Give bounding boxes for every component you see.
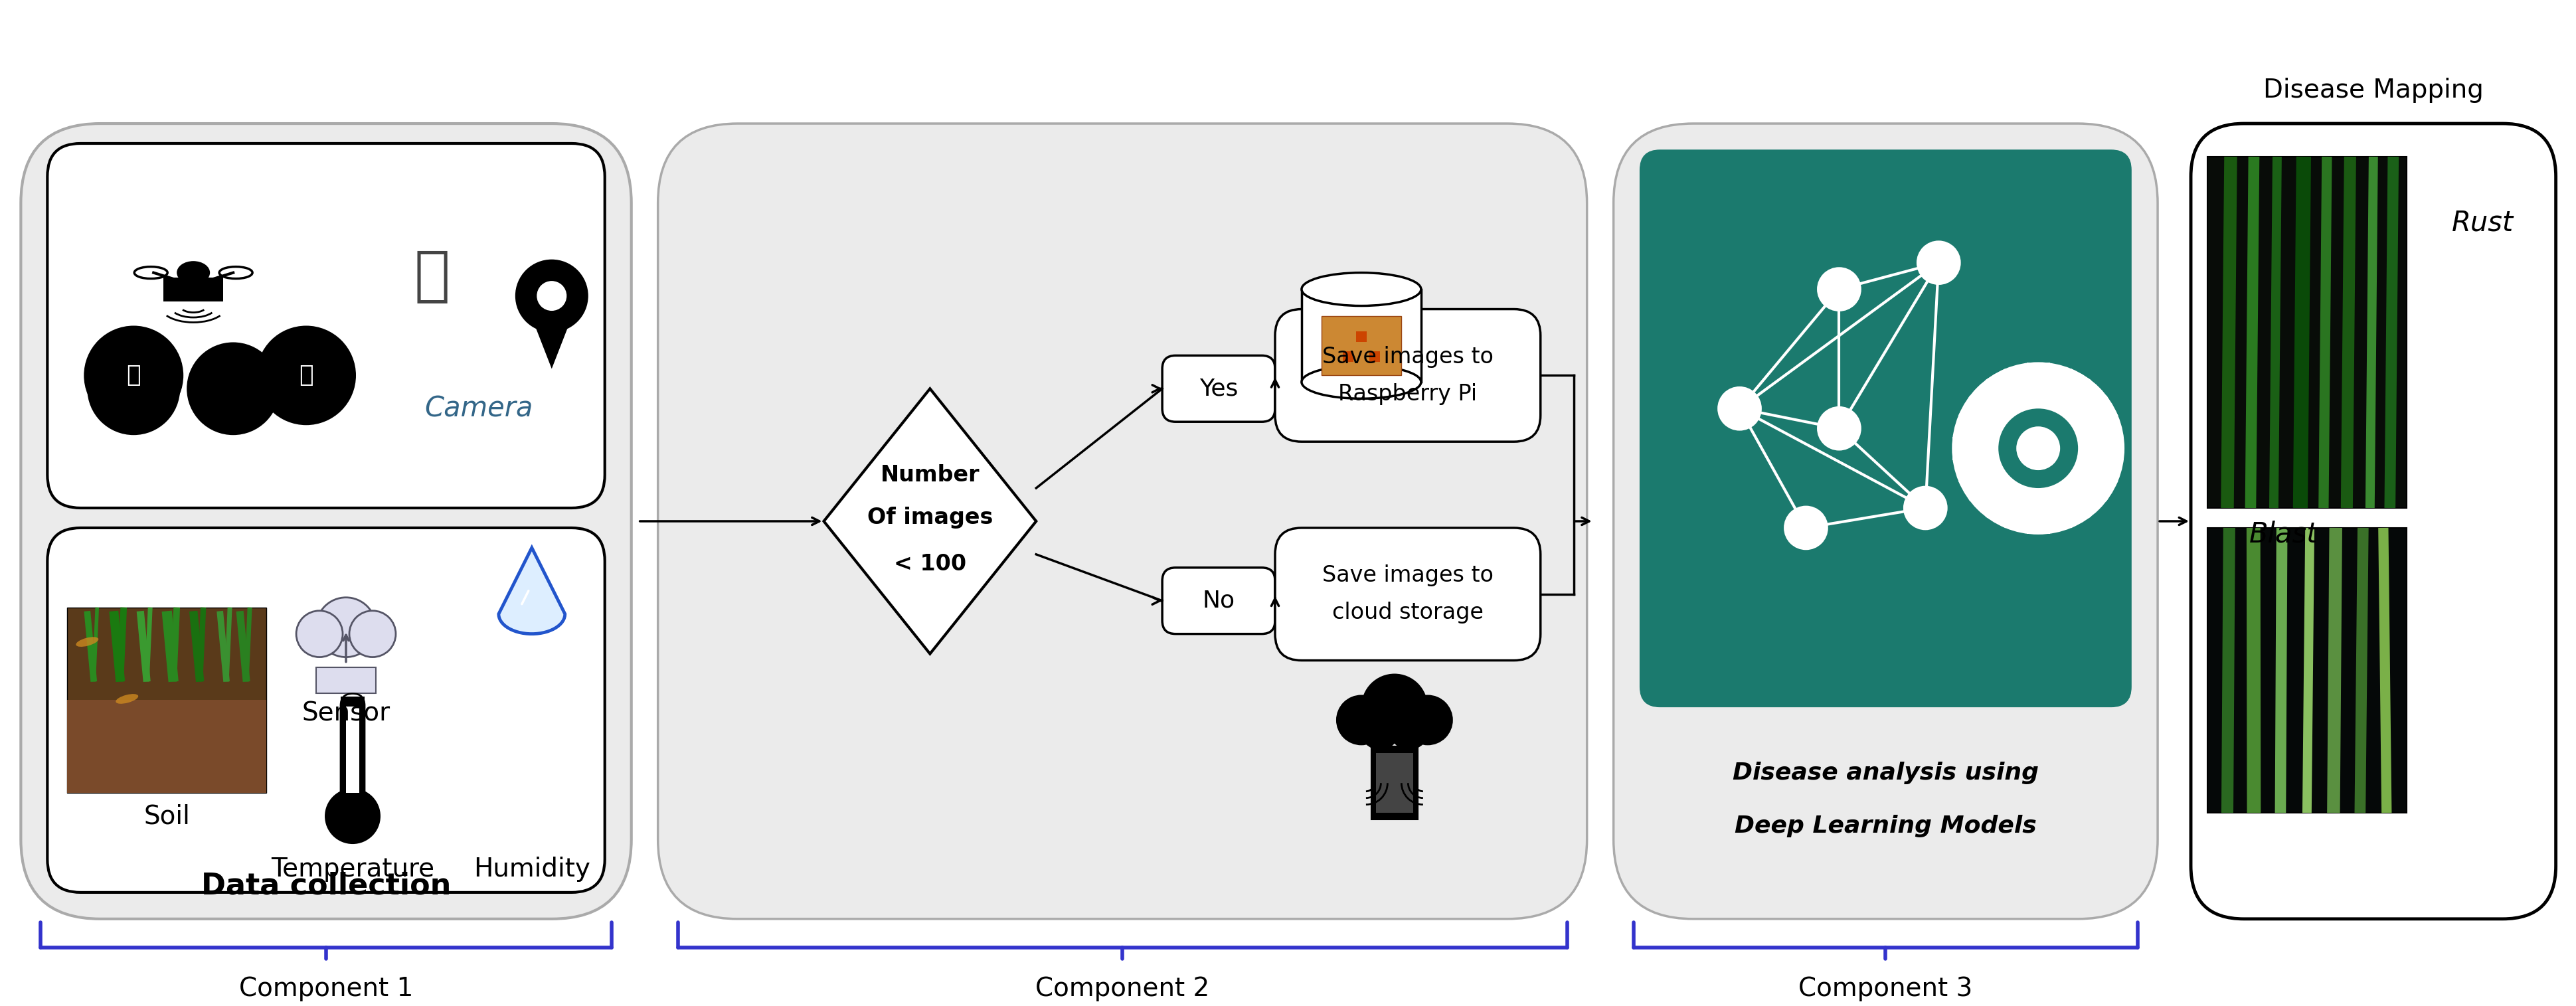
Ellipse shape	[1301, 273, 1422, 306]
Bar	[2056, 368, 2092, 405]
Text: Save images to: Save images to	[1321, 346, 1494, 368]
Bar	[67, 608, 265, 793]
Text: Component 2: Component 2	[1036, 976, 1211, 1001]
Ellipse shape	[178, 262, 211, 285]
Circle shape	[1388, 710, 1430, 749]
Bar	[1360, 726, 1427, 743]
Text: Of images: Of images	[868, 507, 992, 529]
Text: Disease Mapping: Disease Mapping	[2264, 77, 2483, 103]
Bar	[2094, 437, 2123, 460]
Circle shape	[185, 342, 281, 435]
Polygon shape	[824, 388, 1036, 654]
Text: Number: Number	[881, 464, 979, 486]
Bar	[1986, 368, 2020, 405]
Bar	[1958, 466, 1996, 501]
Ellipse shape	[536, 281, 567, 311]
Bar	[1355, 332, 1368, 342]
Bar	[2056, 491, 2092, 528]
Circle shape	[325, 789, 381, 844]
Circle shape	[88, 342, 180, 435]
Ellipse shape	[75, 637, 98, 647]
Bar	[1958, 395, 1996, 431]
FancyBboxPatch shape	[1275, 528, 1540, 660]
Text: 🐛: 🐛	[299, 364, 314, 386]
Circle shape	[317, 598, 376, 657]
Polygon shape	[500, 547, 564, 634]
Circle shape	[1360, 674, 1427, 740]
Bar	[2208, 528, 2406, 813]
Circle shape	[258, 326, 355, 426]
Text: Component 3: Component 3	[1798, 976, 1973, 1001]
Bar	[162, 278, 224, 301]
Text: Soil: Soil	[144, 804, 191, 829]
Text: ✿: ✿	[211, 366, 229, 385]
FancyBboxPatch shape	[1641, 150, 2130, 707]
FancyBboxPatch shape	[46, 144, 605, 508]
Text: Component 1: Component 1	[240, 976, 412, 1001]
Text: Camera: Camera	[425, 394, 533, 423]
Circle shape	[1917, 241, 1960, 284]
Text: Save images to: Save images to	[1321, 564, 1494, 586]
Circle shape	[2017, 427, 2061, 470]
FancyBboxPatch shape	[1162, 567, 1275, 634]
FancyBboxPatch shape	[1275, 309, 1540, 442]
FancyBboxPatch shape	[21, 124, 631, 918]
Bar	[1376, 753, 1414, 813]
FancyBboxPatch shape	[1613, 124, 2159, 918]
Bar	[2081, 395, 2117, 431]
Circle shape	[1953, 362, 2125, 534]
FancyBboxPatch shape	[2190, 124, 2555, 918]
Circle shape	[1819, 407, 1860, 450]
FancyBboxPatch shape	[46, 528, 605, 892]
Circle shape	[1360, 710, 1399, 749]
Text: Temperature: Temperature	[270, 856, 435, 882]
Bar	[1953, 437, 1984, 460]
Text: 📷: 📷	[415, 246, 451, 305]
Text: Rust: Rust	[2452, 209, 2514, 236]
Text: Humidity: Humidity	[474, 856, 590, 882]
Bar	[345, 707, 358, 793]
Bar	[1370, 746, 1417, 820]
Circle shape	[1718, 387, 1762, 430]
Circle shape	[85, 326, 183, 426]
Circle shape	[350, 611, 397, 657]
Bar	[317, 667, 376, 693]
Circle shape	[296, 611, 343, 657]
Circle shape	[1785, 507, 1826, 549]
FancyBboxPatch shape	[1162, 355, 1275, 422]
FancyBboxPatch shape	[657, 124, 1587, 918]
Bar	[2027, 363, 2050, 392]
Circle shape	[1337, 695, 1386, 745]
Text: No: No	[1203, 590, 1234, 612]
Ellipse shape	[1301, 365, 1422, 398]
Text: Blast: Blast	[2249, 520, 2318, 548]
Circle shape	[1819, 268, 1860, 311]
Bar	[1321, 316, 1401, 375]
Bar	[1301, 290, 1422, 382]
Text: < 100: < 100	[894, 553, 966, 575]
Ellipse shape	[116, 694, 139, 704]
Circle shape	[1904, 487, 1947, 529]
Polygon shape	[528, 309, 574, 369]
Text: Deep Learning Models: Deep Learning Models	[1734, 815, 2038, 837]
Bar	[2027, 504, 2050, 534]
Text: Yes: Yes	[1200, 377, 1239, 400]
Circle shape	[1999, 408, 2079, 488]
Text: Raspberry Pi: Raspberry Pi	[1340, 383, 1476, 405]
Bar	[1370, 351, 1381, 362]
Bar	[1342, 351, 1352, 362]
Circle shape	[1401, 695, 1453, 745]
Text: Sensor: Sensor	[301, 701, 389, 726]
Bar	[67, 700, 265, 793]
Text: cloud storage: cloud storage	[1332, 602, 1484, 624]
Bar	[1986, 491, 2020, 528]
Ellipse shape	[515, 260, 587, 332]
Text: Data collection: Data collection	[201, 871, 451, 900]
Bar	[2208, 157, 2406, 508]
Text: 🌾: 🌾	[126, 364, 142, 386]
Text: Disease analysis using: Disease analysis using	[1734, 762, 2038, 785]
Bar	[340, 697, 366, 816]
Bar	[2081, 466, 2117, 501]
